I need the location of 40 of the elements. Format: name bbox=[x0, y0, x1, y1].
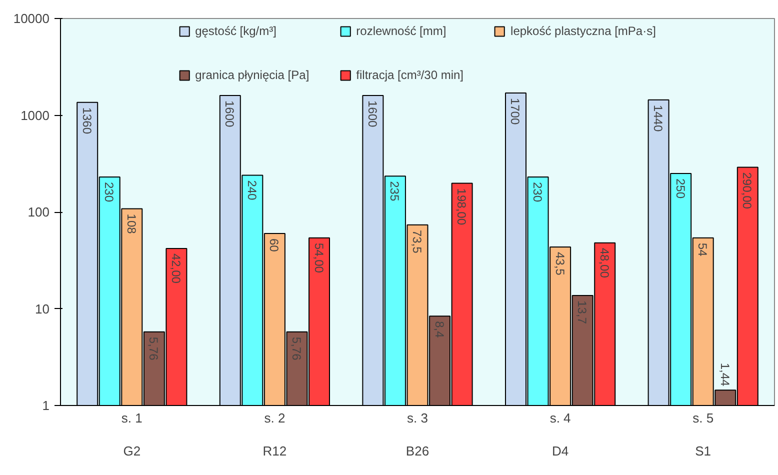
data-label: 290,00 bbox=[740, 172, 754, 210]
data-label: 235 bbox=[388, 181, 402, 202]
data-label: 230 bbox=[530, 182, 545, 202]
y-tick-label: 10 bbox=[35, 301, 50, 316]
legend-label: filtracja [cm³/30 min] bbox=[356, 68, 464, 82]
category-label: s. 1 G2 bbox=[121, 410, 142, 458]
legend-label: gęstość [kg/m³] bbox=[195, 24, 276, 38]
category-label: s. 2 R12 bbox=[262, 410, 287, 458]
data-label: 1700 bbox=[508, 98, 522, 125]
y-tick-label: 1000 bbox=[20, 108, 50, 123]
data-label: 42,00 bbox=[168, 253, 183, 284]
data-label: 1,44 bbox=[718, 362, 732, 387]
data-label: 250 bbox=[673, 178, 688, 199]
data-label: 198,00 bbox=[454, 188, 469, 226]
legend-label: granica płynięcia [Pa] bbox=[195, 68, 310, 82]
y-tick-label: 10000 bbox=[13, 11, 50, 26]
data-label: 5,76 bbox=[289, 336, 304, 361]
data-label: 1600 bbox=[222, 100, 237, 128]
category-label: s. 5 S1 bbox=[692, 410, 714, 458]
data-label: 1360 bbox=[80, 107, 94, 134]
data-label: 60 bbox=[267, 238, 282, 252]
data-label: 230 bbox=[102, 182, 116, 202]
legend-label: rozlewność [mm] bbox=[356, 24, 446, 38]
data-label: 48,00 bbox=[597, 248, 612, 278]
legend-label: lepkość plastyczna [mPa·s] bbox=[510, 24, 656, 38]
category-label: s. 4 D4 bbox=[550, 410, 571, 458]
data-label: 1440 bbox=[651, 104, 666, 132]
category-label: s. 3 B26 bbox=[406, 410, 430, 458]
data-label: 5,76 bbox=[146, 336, 161, 361]
data-label: 73,5 bbox=[410, 230, 424, 254]
data-label: 54 bbox=[696, 242, 710, 257]
data-label: 54,00 bbox=[312, 242, 326, 274]
data-label: 108 bbox=[124, 214, 138, 234]
data-label: 240 bbox=[244, 180, 259, 201]
data-label: 1600 bbox=[365, 100, 380, 128]
y-tick-label: 100 bbox=[28, 204, 50, 220]
y-tick-label: 1 bbox=[42, 398, 50, 413]
data-label: 8,4 bbox=[432, 321, 446, 338]
data-label: 43,5 bbox=[552, 252, 567, 276]
data-label: 13,7 bbox=[575, 300, 590, 324]
